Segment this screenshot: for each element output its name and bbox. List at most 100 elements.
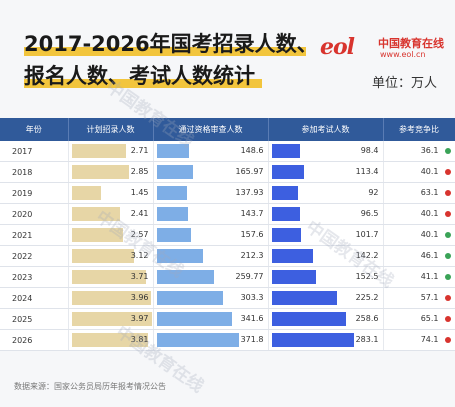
exam-bar — [271, 333, 354, 348]
exam-bar — [271, 249, 313, 264]
green-dot-icon — [444, 148, 451, 155]
exam-cell: 101.7 — [268, 224, 384, 247]
ratio-cell: 40.1 — [383, 161, 455, 184]
plan-cell: 2.71 — [68, 141, 154, 163]
qualified-bar — [156, 144, 190, 159]
red-dot-icon — [444, 169, 451, 176]
green-dot-icon — [444, 253, 451, 260]
page-title-line2: 报名人数、考试人数统计 — [24, 62, 262, 90]
qualified-bar — [156, 228, 192, 243]
exam-bar — [271, 312, 347, 327]
red-dot-icon — [444, 190, 451, 197]
table-row: 2023 3.71 259.77 152.5 41.1 — [0, 266, 455, 289]
exam-cell: 96.5 — [268, 203, 384, 226]
plan-value: 3.97 — [130, 314, 149, 324]
ratio-value: 40.1 — [420, 167, 439, 177]
plan-value: 2.85 — [130, 167, 149, 177]
table-row: 2017 2.71 148.6 98.4 36.1 — [0, 141, 455, 163]
exam-cell: 152.5 — [268, 266, 384, 289]
data-source-note: 数据来源：国家公务员局历年报考情况公告 — [14, 382, 166, 391]
ratio-cell: 46.1 — [383, 245, 455, 268]
year-cell: 2018 — [0, 161, 69, 184]
plan-cell: 3.12 — [68, 245, 154, 268]
qualified-cell: 259.77 — [153, 266, 269, 289]
ratio-cell: 40.1 — [383, 203, 455, 226]
qualified-value: 148.6 — [240, 146, 264, 156]
ratio-value: 41.1 — [420, 272, 439, 282]
table-row: 2024 3.96 303.3 225.2 57.1 — [0, 287, 455, 310]
table-row: 2020 2.41 143.7 96.5 40.1 — [0, 203, 455, 226]
qualified-value: 341.6 — [240, 314, 264, 324]
plan-value: 3.96 — [130, 293, 149, 303]
ratio-cell: 57.1 — [383, 287, 455, 310]
ratio-cell: 74.1 — [383, 329, 455, 352]
plan-bar — [71, 144, 127, 159]
eol-logo: eol 中国教育在线 www.eol.cn — [318, 34, 448, 64]
year-cell: 2020 — [0, 203, 69, 226]
plan-bar — [71, 291, 152, 306]
qualified-cell: 371.8 — [153, 329, 269, 352]
year-cell: 2019 — [0, 182, 69, 205]
plan-bar — [71, 249, 135, 264]
qualified-cell: 148.6 — [153, 141, 269, 163]
eol-logo-url: www.eol.cn — [380, 50, 426, 59]
table-row: 2025 3.97 341.6 258.6 65.1 — [0, 308, 455, 331]
qualified-bar — [156, 333, 239, 348]
table-row: 2022 3.12 212.3 142.2 46.1 — [0, 245, 455, 268]
exam-bar — [271, 270, 316, 285]
exam-value: 92 — [368, 188, 379, 198]
qualified-bar — [156, 270, 214, 285]
qualified-cell: 165.97 — [153, 161, 269, 184]
qualified-cell: 143.7 — [153, 203, 269, 226]
red-dot-icon — [444, 211, 451, 218]
ratio-value: 40.1 — [420, 209, 439, 219]
exam-value: 96.5 — [360, 209, 379, 219]
table-row: 2019 1.45 137.93 92 63.1 — [0, 182, 455, 205]
ratio-cell: 65.1 — [383, 308, 455, 331]
qualified-value: 137.93 — [235, 188, 264, 198]
ratio-cell: 41.1 — [383, 266, 455, 289]
plan-bar — [71, 270, 147, 285]
plan-cell: 2.41 — [68, 203, 154, 226]
plan-bar — [71, 333, 149, 348]
year-cell: 2021 — [0, 224, 69, 247]
red-dot-icon — [444, 316, 451, 323]
plan-cell: 2.57 — [68, 224, 154, 247]
qualified-value: 143.7 — [240, 209, 264, 219]
ratio-value: 46.1 — [420, 251, 439, 261]
qualified-value: 157.6 — [240, 230, 264, 240]
year-cell: 2023 — [0, 266, 69, 289]
plan-cell: 3.97 — [68, 308, 154, 331]
ratio-value: 57.1 — [420, 293, 439, 303]
qualified-cell: 137.93 — [153, 182, 269, 205]
qualified-value: 212.3 — [240, 251, 264, 261]
qualified-bar — [156, 249, 204, 264]
exam-value: 152.5 — [355, 272, 379, 282]
plan-cell: 3.96 — [68, 287, 154, 310]
exam-cell: 258.6 — [268, 308, 384, 331]
qualified-cell: 341.6 — [153, 308, 269, 331]
plan-bar — [71, 186, 101, 201]
qualified-bar — [156, 207, 189, 222]
plan-cell: 3.81 — [68, 329, 154, 352]
exam-cell: 225.2 — [268, 287, 384, 310]
plan-value: 2.41 — [130, 209, 149, 219]
header-plan: 计划招录人数 — [68, 118, 154, 141]
qualified-value: 371.8 — [240, 335, 264, 345]
plan-value: 2.71 — [130, 146, 149, 156]
year-cell: 2022 — [0, 245, 69, 268]
page-title-line1: 2017-2026年国考招录人数、 — [24, 32, 318, 56]
ratio-cell: 40.1 — [383, 224, 455, 247]
green-dot-icon — [444, 274, 451, 281]
plan-value: 2.57 — [130, 230, 149, 240]
header-exam: 参加考试人数 — [268, 118, 384, 141]
qualified-bar — [156, 291, 224, 306]
plan-cell: 1.45 — [68, 182, 154, 205]
exam-cell: 142.2 — [268, 245, 384, 268]
plan-bar — [71, 312, 152, 327]
exam-bar — [271, 291, 337, 306]
qualified-cell: 303.3 — [153, 287, 269, 310]
qualified-value: 165.97 — [235, 167, 264, 177]
exam-bar — [271, 207, 300, 222]
qualified-cell: 157.6 — [153, 224, 269, 247]
